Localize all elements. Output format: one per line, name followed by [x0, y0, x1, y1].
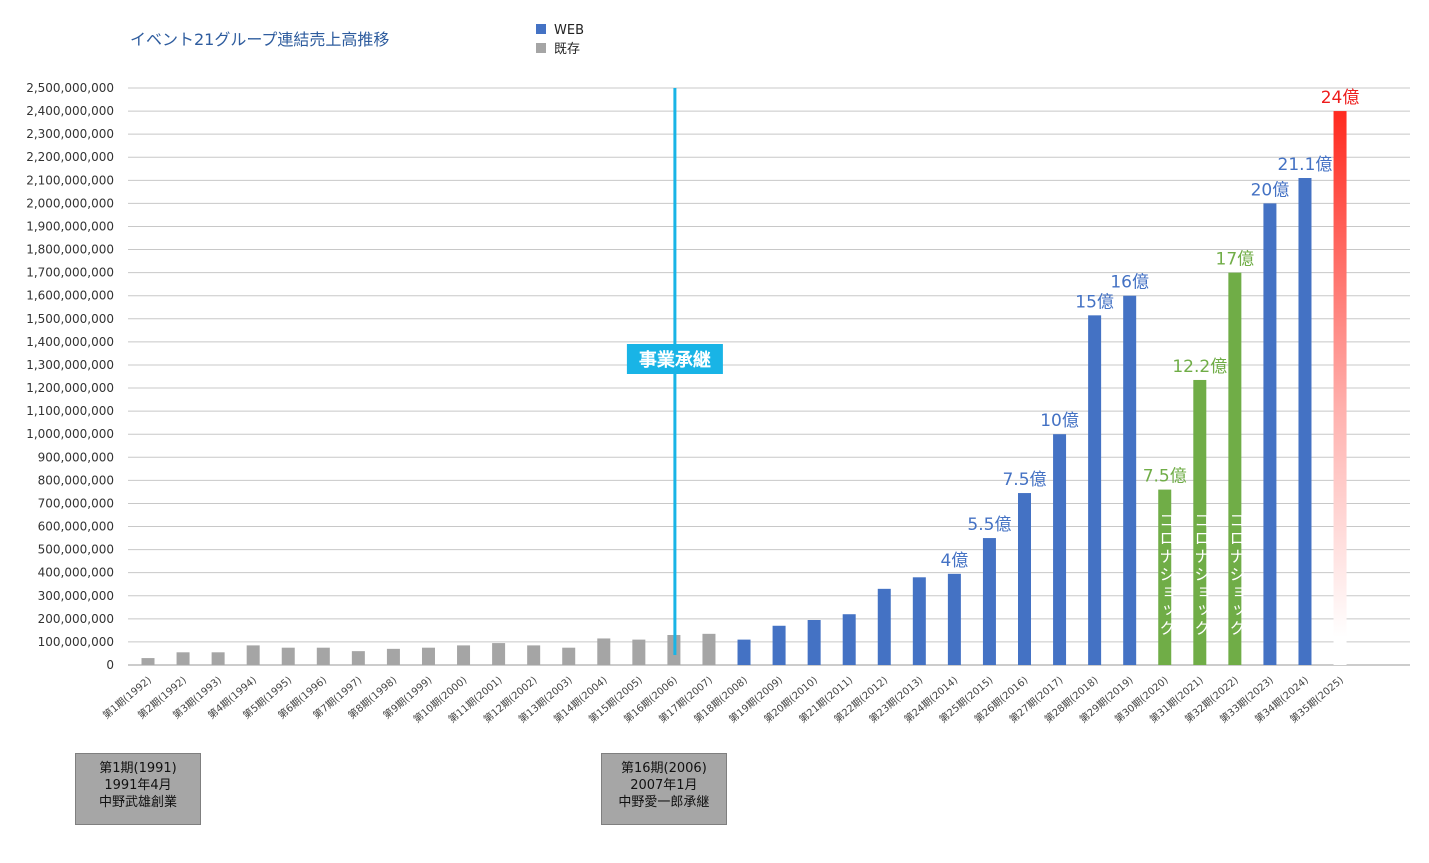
y-tick-label: 100,000,000 — [38, 635, 114, 649]
y-tick-label: 2,400,000,000 — [26, 104, 114, 118]
y-tick-label: 1,600,000,000 — [26, 289, 114, 303]
bar-existing — [176, 652, 190, 665]
bar-web — [1263, 203, 1277, 665]
bar-web — [1018, 493, 1031, 665]
note-box: 第16期(2006) 2007年1月 中野愛一郎承継 — [600, 753, 727, 825]
data-label: 12.2億 — [1172, 357, 1227, 377]
y-tick-label: 1,000,000,000 — [26, 427, 114, 441]
bar-annotation: コロナショック — [1156, 512, 1175, 638]
data-label: 5.5億 — [967, 515, 1011, 535]
note-line: 中野愛一郎承継 — [618, 795, 710, 810]
bar-forecast — [1333, 111, 1347, 665]
y-tick-label: 1,400,000,000 — [26, 335, 114, 349]
y-tick-label: 1,100,000,000 — [26, 404, 114, 418]
y-tick-label: 1,800,000,000 — [26, 243, 114, 257]
bar-web — [1088, 315, 1102, 665]
y-tick-label: 200,000,000 — [38, 612, 114, 626]
bar-existing — [632, 639, 646, 665]
y-tick-label: 1,900,000,000 — [26, 219, 114, 233]
bar-existing — [702, 633, 716, 665]
y-tick-label: 1,700,000,000 — [26, 266, 114, 280]
legend-label: 既存 — [554, 42, 580, 57]
bars — [141, 111, 1347, 665]
bar-existing — [457, 645, 471, 665]
bar-annotation: コロナショック — [1191, 512, 1210, 638]
y-tick-label: 2,100,000,000 — [26, 173, 114, 187]
legend: WEB 既存 — [536, 23, 584, 57]
y-tick-label: 300,000,000 — [38, 589, 114, 603]
bar-existing — [351, 651, 365, 665]
legend-swatch — [536, 24, 546, 34]
data-label: 10億 — [1040, 411, 1079, 431]
bar-web — [842, 614, 856, 665]
bar-existing — [492, 643, 506, 665]
bar-existing — [211, 652, 225, 665]
y-tick-label: 800,000,000 — [38, 473, 114, 487]
bar-corona — [1228, 272, 1242, 665]
x-axis-ticks: 第1期(1992)第2期(1992)第3期(1993)第4期(1994)第5期(… — [100, 673, 1346, 725]
y-tick-label: 2,000,000,000 — [26, 196, 114, 210]
y-tick-label: 700,000,000 — [38, 496, 114, 510]
note-line: 中野武雄創業 — [98, 795, 177, 810]
y-tick-label: 500,000,000 — [38, 543, 114, 557]
bar-web — [737, 639, 751, 665]
bar-web — [1123, 295, 1137, 665]
y-tick-label: 2,500,000,000 — [26, 81, 114, 95]
y-axis-ticks: 0 100,000,000 200,000,000 300,000,000 400,00… — [26, 81, 114, 672]
y-tick-label: 400,000,000 — [38, 566, 114, 580]
bar-existing — [597, 638, 611, 665]
bar-web — [877, 588, 891, 665]
bar-corona — [1158, 489, 1172, 665]
bar-existing — [527, 645, 541, 665]
note-line: 第16期(2006) — [621, 761, 707, 776]
y-tick-label: 900,000,000 — [38, 450, 114, 464]
data-label: 24億 — [1321, 88, 1360, 108]
legend-swatch — [536, 43, 546, 53]
data-label: 4億 — [940, 551, 968, 571]
bar-existing — [562, 647, 576, 665]
marker-label-box — [626, 344, 723, 374]
data-label: 16億 — [1110, 273, 1149, 293]
data-label: 15億 — [1075, 292, 1114, 312]
note-line: 1991年4月 — [104, 778, 172, 793]
y-tick-label: 600,000,000 — [38, 520, 114, 534]
bar-web — [1053, 434, 1067, 665]
bar-corona — [1193, 379, 1207, 665]
legend-label: WEB — [554, 23, 584, 38]
data-label: 17億 — [1216, 250, 1255, 270]
note-box: 第1期(1991) 1991年4月 中野武雄創業 — [75, 753, 201, 825]
bar-web — [1298, 178, 1312, 665]
bar-existing — [421, 647, 435, 665]
bar-annotations: コロナショック コロナショック コロナショック — [1156, 512, 1245, 638]
y-tick-label: 1,300,000,000 — [26, 358, 114, 372]
data-label: 20億 — [1251, 180, 1290, 200]
note-line: 第1期(1991) — [99, 761, 177, 776]
y-tick-label: 1,200,000,000 — [26, 381, 114, 395]
bar-web — [807, 619, 821, 665]
grid-lines — [128, 87, 1410, 666]
bar-annotation: コロナショック — [1226, 512, 1245, 638]
y-tick-label: 2,200,000,000 — [26, 150, 114, 164]
bar-web — [912, 577, 926, 665]
marker-label: 事業承継 — [639, 349, 711, 371]
y-tick-label: 0 — [106, 658, 114, 672]
data-label: 7.5億 — [1143, 467, 1187, 487]
bar-existing — [386, 648, 400, 665]
bar-existing — [316, 647, 330, 665]
y-tick-label: 2,300,000,000 — [26, 127, 114, 141]
data-label: 21.1億 — [1278, 155, 1333, 175]
chart-title: イベント21グループ連結売上高推移 — [130, 30, 389, 49]
succession-marker: 事業承継 — [626, 88, 723, 655]
bar-existing — [141, 658, 155, 665]
bar-existing — [281, 647, 295, 665]
bar-web — [947, 573, 961, 665]
bar-web — [772, 625, 786, 665]
bar-existing — [246, 645, 260, 665]
y-tick-label: 1,500,000,000 — [26, 312, 114, 326]
bar-web — [982, 538, 996, 665]
data-label: 7.5億 — [1002, 470, 1046, 490]
note-line: 2007年1月 — [630, 778, 698, 793]
